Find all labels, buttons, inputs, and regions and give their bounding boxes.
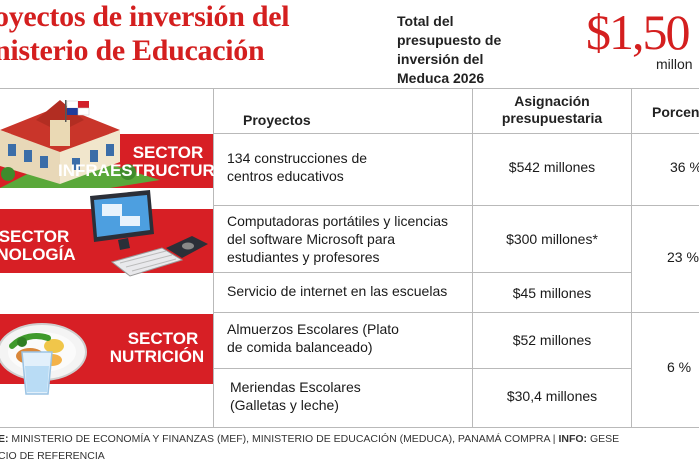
project-almuerzos: Almuerzos Escolares (Plato de comida bal…: [227, 321, 399, 355]
col-divider-1: [213, 88, 214, 427]
panama-flag-icon: [65, 100, 90, 122]
footer-source-label: E:: [0, 433, 9, 445]
total-budget-unit: millon: [656, 56, 693, 72]
sector-tecnologia-label-line1: SECTOR: [0, 227, 70, 246]
allocation-construcciones: $542 millones: [508, 159, 596, 175]
infographic-title-line2: nisterio de Educación: [0, 34, 265, 67]
col-header-percent: Porcen: [652, 104, 699, 120]
percent-infraestructura: 36 %: [670, 159, 699, 175]
col-divider-2: [472, 88, 473, 427]
total-budget-amount: $1,50: [586, 4, 690, 60]
footer-line2: CIO DE REFERENCIA: [0, 450, 105, 462]
row-rule-3: [213, 312, 699, 313]
col-header-allocation: Asignación presupuestaria: [501, 93, 603, 126]
percent-nutricion: 6 %: [667, 359, 692, 375]
sector-tecnologia-label-line2: NOLOGÍA: [0, 245, 76, 264]
footer-source-line: E: MINISTERIO DE ECONOMÍA Y FINANZAS (ME…: [0, 432, 619, 446]
school-building-icon: [0, 100, 160, 188]
table-bottom-rule: [0, 427, 699, 428]
table-top-rule: [0, 88, 699, 89]
sector-infraestructura-label-line2: INFRAESTRUCTURA: [58, 161, 228, 180]
sector-nutricion-label-line1: SECTOR: [127, 329, 199, 348]
total-budget-label: Total del presupuesto de inversión del M…: [397, 13, 502, 86]
table-header-rule: [213, 133, 699, 134]
allocation-computadoras: $300 millones*: [506, 231, 598, 247]
percent-tecnologia: 23 %: [667, 249, 699, 265]
col-divider-3: [631, 88, 632, 427]
sector-nutricion-label-line2: NUTRICIÓN: [109, 347, 205, 366]
row-rule-1: [213, 205, 699, 206]
project-computadoras: Computadoras portátiles y licencias del …: [227, 213, 448, 265]
row-rule-4: [213, 368, 631, 369]
footer-info-label: INFO:: [558, 433, 588, 445]
keyboard-icon: [110, 247, 184, 277]
project-meriendas: Meriendas Escolares (Galletas y leche): [230, 379, 361, 413]
allocation-meriendas: $30,4 millones: [506, 388, 598, 404]
water-glass-icon: [21, 351, 53, 395]
mouse-icon: [166, 236, 208, 258]
footer-source-text: MINISTERIO DE ECONOMÍA Y FINANZAS (MEF),…: [11, 433, 556, 445]
allocation-almuerzos: $52 millones: [512, 332, 592, 348]
footer-info-text: GESE: [589, 433, 620, 445]
allocation-internet: $45 millones: [512, 285, 592, 301]
desktop-computer-icon: [90, 190, 154, 250]
row-rule-2: [213, 272, 631, 273]
infographic-title-line1: oyectos de inversión del: [0, 0, 290, 33]
project-internet: Servicio de internet en las escuelas: [227, 283, 448, 299]
sector-infraestructura-label-line1: SECTOR: [132, 143, 204, 162]
project-construcciones-line: 134 construcciones de centros educativos: [227, 150, 368, 184]
col-header-projects: Proyectos: [243, 112, 311, 128]
